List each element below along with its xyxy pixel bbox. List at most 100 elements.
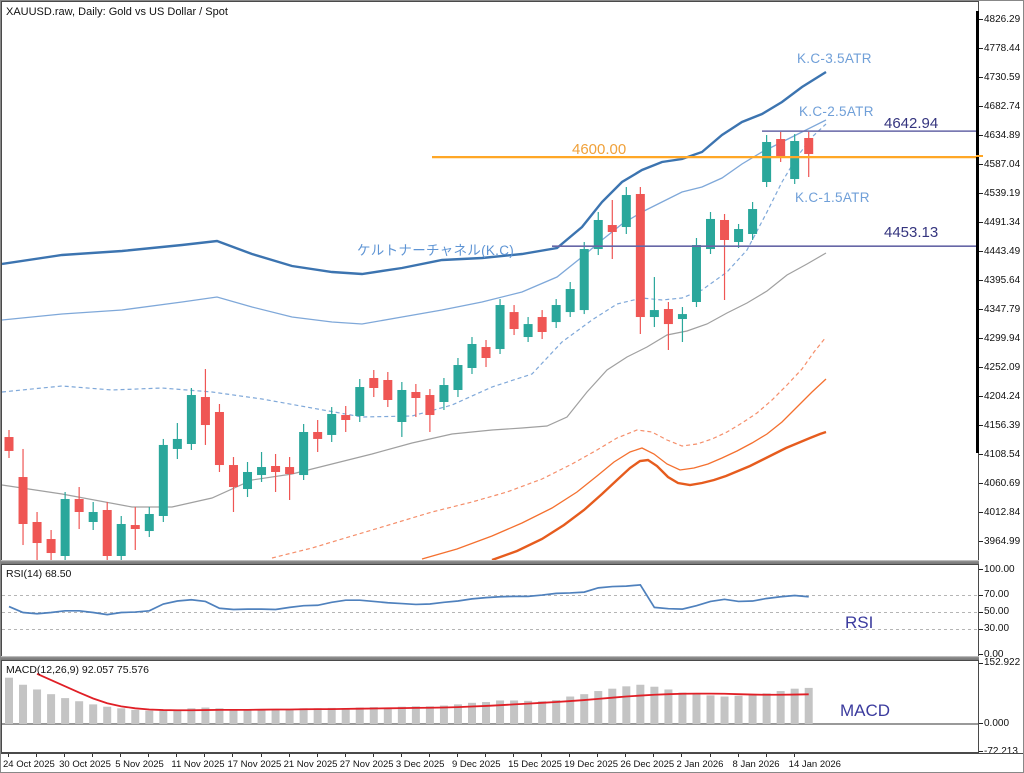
macd-histogram-bar[interactable] — [608, 688, 617, 724]
panel-separator-macd[interactable] — [1, 656, 1023, 660]
macd-histogram-bar[interactable] — [734, 695, 743, 724]
candle-bearish[interactable] — [74, 499, 84, 512]
candle-bullish[interactable] — [355, 387, 365, 416]
macd-histogram-bar[interactable] — [201, 707, 210, 724]
candle-bearish[interactable] — [200, 397, 210, 426]
macd-histogram-bar[interactable] — [89, 704, 98, 724]
macd-histogram-bar[interactable] — [61, 698, 70, 724]
macd-histogram-bar[interactable] — [243, 709, 252, 724]
macd-histogram-bar[interactable] — [538, 701, 547, 724]
candle-bullish[interactable] — [172, 438, 182, 449]
candle-bearish[interactable] — [214, 411, 224, 466]
macd-histogram-bar[interactable] — [257, 709, 266, 724]
macd-histogram-bar[interactable] — [804, 687, 813, 724]
macd-histogram-bar[interactable] — [706, 695, 715, 724]
candle-bullish[interactable] — [439, 385, 449, 402]
macd-histogram-bar[interactable] — [580, 694, 589, 724]
candle-bearish[interactable] — [313, 431, 323, 439]
candle-bullish[interactable] — [790, 141, 800, 180]
macd-histogram-bar[interactable] — [510, 700, 519, 724]
macd-histogram-bar[interactable] — [145, 710, 154, 724]
macd-histogram-bar[interactable] — [383, 707, 392, 724]
time-axis-scale[interactable]: 24 Oct 2025 30 Oct 2025 5 Nov 2025 11 Nov 2… — [1, 753, 1023, 772]
candle-bearish[interactable] — [509, 312, 519, 330]
candle-bearish[interactable] — [663, 309, 673, 325]
macd-histogram-bar[interactable] — [678, 692, 687, 724]
macd-histogram-bar[interactable] — [313, 708, 322, 724]
macd-histogram-bar[interactable] — [748, 694, 757, 724]
macd-histogram-bar[interactable] — [425, 706, 434, 724]
candle-bearish[interactable] — [4, 437, 14, 451]
candle-bearish[interactable] — [102, 509, 112, 556]
candle-bearish[interactable] — [228, 465, 238, 488]
macd-histogram-bar[interactable] — [215, 708, 224, 724]
price-chart-canvas[interactable] — [2, 2, 978, 560]
rsi-panel[interactable]: RSI(14) 68.50 RSI — [1, 564, 979, 657]
macd-histogram-bar[interactable] — [369, 707, 378, 724]
candle-bullish[interactable] — [467, 343, 477, 368]
macd-histogram-bar[interactable] — [411, 706, 420, 724]
candle-bullish[interactable] — [88, 511, 98, 522]
candle-bearish[interactable] — [369, 377, 379, 388]
macd-histogram-bar[interactable] — [355, 707, 364, 724]
macd-histogram-bar[interactable] — [776, 691, 785, 724]
macd-histogram-bar[interactable] — [650, 686, 659, 724]
macd-canvas[interactable] — [2, 661, 978, 752]
candle-bearish[interactable] — [411, 391, 421, 398]
candle-bullish[interactable] — [593, 219, 603, 250]
rsi-canvas[interactable] — [2, 565, 978, 656]
macd-histogram-bar[interactable] — [566, 696, 575, 724]
candle-bullish[interactable] — [397, 389, 407, 422]
candle-bearish[interactable] — [271, 465, 281, 472]
macd-histogram-bar[interactable] — [159, 710, 168, 724]
candle-bearish[interactable] — [635, 193, 645, 318]
candle-bullish[interactable] — [327, 413, 337, 435]
macd-histogram-bar[interactable] — [720, 696, 729, 724]
candle-bullish[interactable] — [565, 289, 575, 313]
candle-bearish[interactable] — [130, 525, 140, 530]
candle-bearish[interactable] — [285, 467, 295, 474]
candle-bullish[interactable] — [186, 395, 196, 444]
candle-bearish[interactable] — [425, 395, 435, 416]
candle-bullish[interactable] — [299, 431, 309, 476]
macd-histogram-bar[interactable] — [524, 700, 533, 724]
price-axis-scale[interactable]: 4826.29 4778.44 4730.59 4682.74 4634.89 4587.… — [979, 1, 1023, 757]
candle-bullish[interactable] — [579, 249, 589, 311]
candle-bullish[interactable] — [158, 444, 168, 516]
candle-bullish[interactable] — [495, 305, 505, 350]
macd-histogram-bar[interactable] — [467, 702, 476, 724]
macd-histogram-bar[interactable] — [790, 688, 799, 724]
macd-histogram-bar[interactable] — [762, 693, 771, 724]
panel-separator-rsi[interactable] — [1, 560, 1023, 564]
macd-histogram-bar[interactable] — [33, 689, 42, 724]
macd-histogram-bar[interactable] — [594, 691, 603, 724]
macd-histogram-bar[interactable] — [453, 704, 462, 724]
candle-bullish[interactable] — [649, 310, 659, 318]
candle-bullish[interactable] — [551, 305, 561, 323]
candle-bullish[interactable] — [621, 195, 631, 228]
candle-bullish[interactable] — [116, 523, 126, 556]
candle-bullish[interactable] — [706, 218, 715, 250]
macd-histogram-bar[interactable] — [173, 709, 182, 724]
macd-histogram-bar[interactable] — [439, 705, 448, 724]
macd-panel[interactable]: MACD(12,26,9) 92.057 75.576 MACD — [1, 660, 979, 753]
macd-histogram-bar[interactable] — [47, 694, 56, 724]
candle-bullish[interactable] — [762, 141, 772, 182]
candle-bearish[interactable] — [18, 477, 28, 524]
candle-bearish[interactable] — [607, 225, 617, 232]
macd-histogram-bar[interactable] — [622, 686, 631, 724]
macd-histogram-bar[interactable] — [664, 689, 673, 724]
candle-bullish[interactable] — [144, 513, 154, 532]
main-price-panel[interactable]: XAUUSD.raw, Daily: Gold vs US Dollar / S… — [1, 1, 979, 561]
macd-histogram-bar[interactable] — [187, 708, 196, 724]
candle-bearish[interactable] — [341, 415, 351, 420]
macd-histogram-bar[interactable] — [496, 700, 505, 724]
macd-histogram-bar[interactable] — [552, 700, 561, 724]
candle-bullish[interactable] — [691, 245, 701, 302]
candle-bullish[interactable] — [453, 365, 463, 390]
macd-histogram-bar[interactable] — [327, 707, 336, 724]
macd-histogram-bar[interactable] — [285, 709, 294, 724]
candle-bullish[interactable] — [748, 209, 758, 234]
candle-bullish[interactable] — [257, 467, 267, 476]
candle-bearish[interactable] — [46, 539, 56, 554]
